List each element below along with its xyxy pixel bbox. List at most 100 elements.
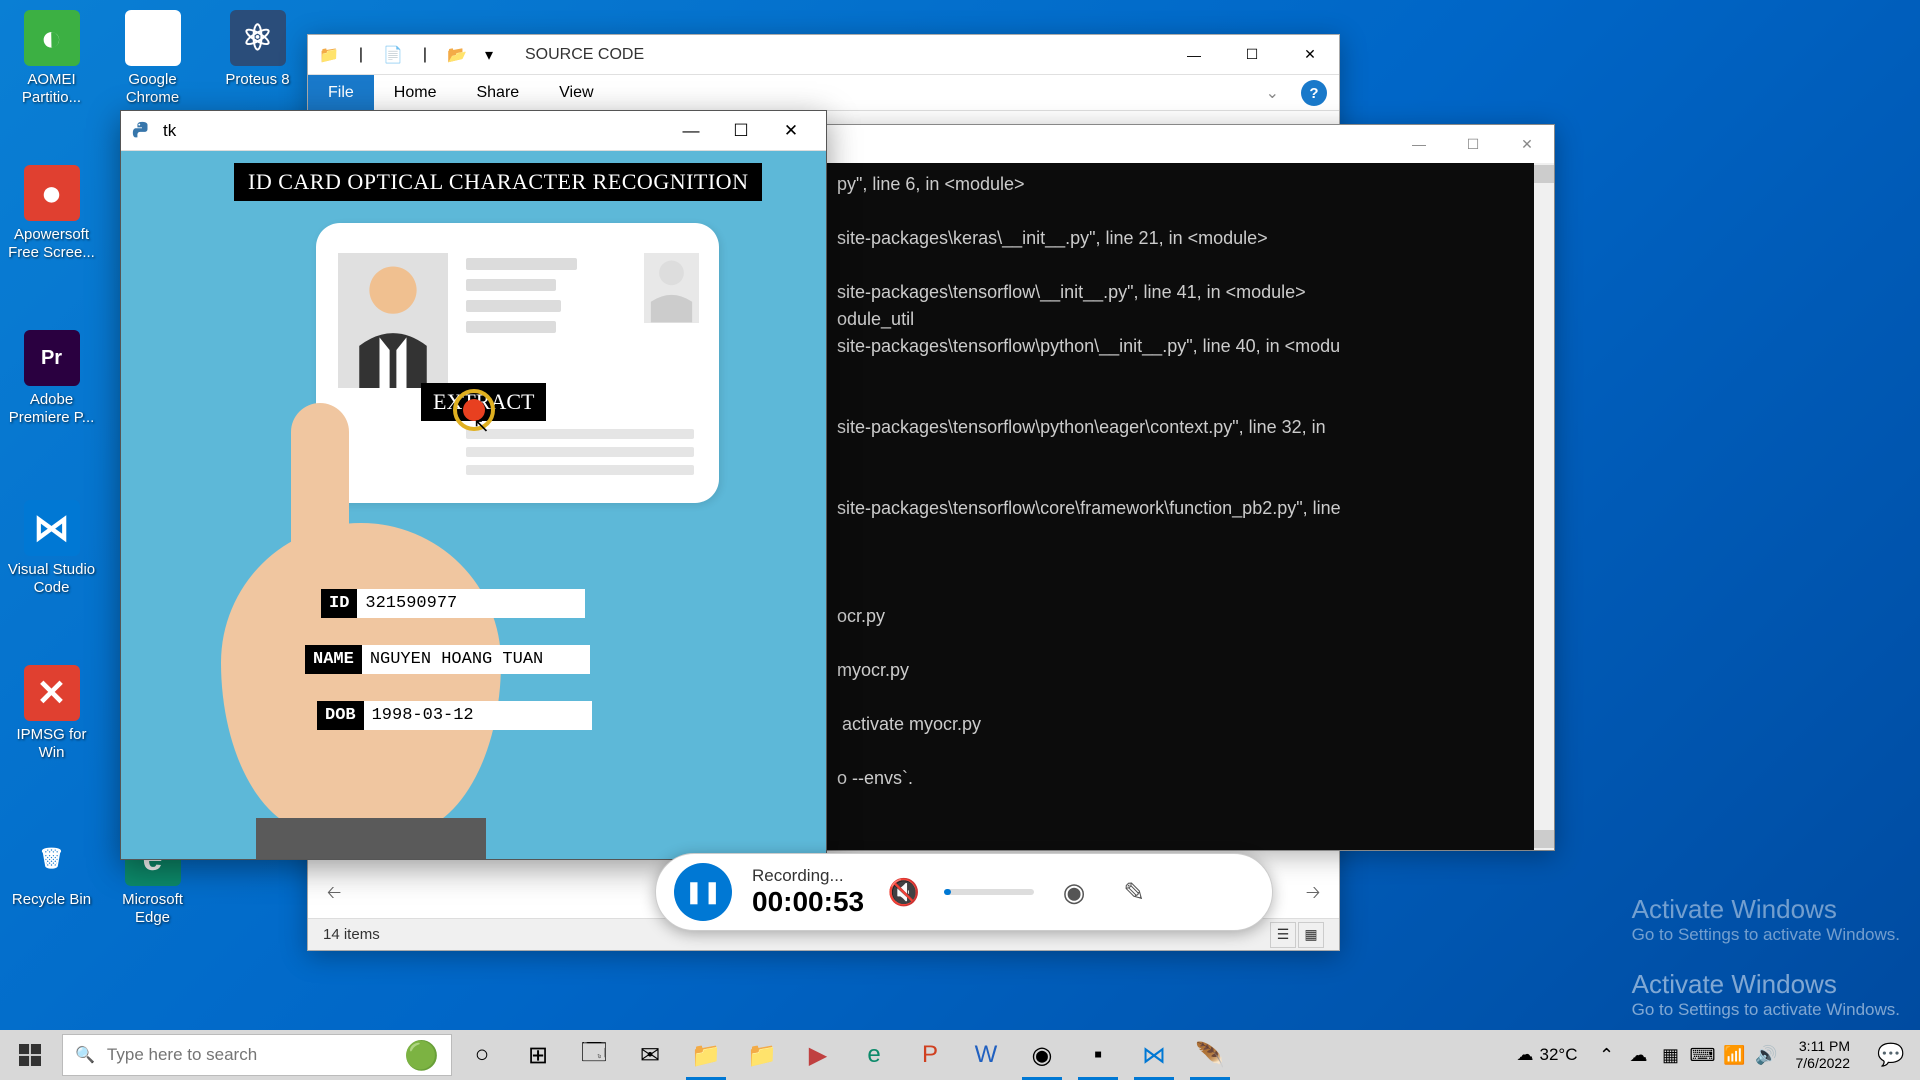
- terminal-titlebar[interactable]: — ☐ ✕: [827, 125, 1554, 163]
- id-input[interactable]: [357, 589, 585, 618]
- view-thumbnails-icon[interactable]: ▦: [1298, 922, 1324, 948]
- status-text: 14 items: [323, 926, 380, 943]
- dob-input[interactable]: [364, 701, 592, 730]
- qat-divider: |: [350, 44, 372, 66]
- name-input[interactable]: [362, 645, 590, 674]
- close-button[interactable]: ✕: [1281, 35, 1339, 75]
- desktop-icon[interactable]: ◐AOMEI Partitio...: [4, 10, 99, 107]
- maximize-button[interactable]: ☐: [1223, 35, 1281, 75]
- taskbar-app-python[interactable]: 🪶: [1182, 1030, 1238, 1080]
- minimize-button[interactable]: —: [666, 111, 716, 151]
- screen-recorder-bar[interactable]: ❚❚ Recording... 00:00:53 🔇 ◉ ✎: [655, 853, 1273, 931]
- desktop-icon[interactable]: ⋈Visual Studio Code: [4, 500, 99, 597]
- start-button[interactable]: [0, 1030, 60, 1080]
- nav-forward-icon[interactable]: 🡢: [1299, 881, 1327, 909]
- webcam-icon[interactable]: ◉: [1054, 872, 1094, 912]
- id-label: ID: [321, 589, 357, 618]
- explorer-titlebar[interactable]: 📁 | 📄 | 📂 ▾ SOURCE CODE — ☐ ✕: [308, 35, 1339, 75]
- ribbon-tab-view[interactable]: View: [539, 75, 613, 110]
- app-heading: ID CARD OPTICAL CHARACTER RECOGNITION: [234, 163, 762, 201]
- taskbar-app-explorer[interactable]: 🗔: [566, 1030, 622, 1080]
- annotate-icon[interactable]: ✎: [1114, 872, 1154, 912]
- weather-temp: 32°C: [1540, 1045, 1578, 1065]
- tk-content: ID CARD OPTICAL CHARACTER RECOGNITION: [121, 151, 826, 859]
- desktop-icon[interactable]: ⚛Proteus 8: [210, 10, 305, 89]
- view-details-icon[interactable]: ☰: [1270, 922, 1296, 948]
- taskbar-app-terminal[interactable]: ▪: [1070, 1030, 1126, 1080]
- desktop-icon[interactable]: PrAdobe Premiere P...: [4, 330, 99, 427]
- taskbar-app-word[interactable]: W: [958, 1030, 1014, 1080]
- recording-label: Recording...: [752, 866, 864, 886]
- folder-open-icon[interactable]: 📂: [446, 44, 468, 66]
- watermark-title: Activate Windows: [1632, 894, 1900, 925]
- weather-widget[interactable]: ☁ 32°C: [1507, 1045, 1588, 1065]
- weather-icon: ☁: [1517, 1045, 1534, 1065]
- scrollbar-up[interactable]: [1534, 165, 1554, 183]
- maximize-button[interactable]: ☐: [716, 111, 766, 151]
- minimize-button[interactable]: —: [1392, 125, 1446, 163]
- taskbar-app-chrome[interactable]: ◉: [1014, 1030, 1070, 1080]
- extract-button[interactable]: EXTRACT: [421, 383, 546, 421]
- ribbon-tab-share[interactable]: Share: [456, 75, 539, 110]
- search-box[interactable]: 🔍 🟢: [62, 1034, 452, 1076]
- scrollbar[interactable]: [1534, 163, 1554, 850]
- desktop-icon[interactable]: 🗑Recycle Bin: [4, 830, 99, 909]
- help-icon[interactable]: ?: [1301, 80, 1327, 106]
- close-button[interactable]: ✕: [1500, 125, 1554, 163]
- tray-chevron-icon[interactable]: ⌃: [1594, 1030, 1620, 1080]
- close-button[interactable]: ✕: [766, 111, 816, 151]
- search-widget-icon[interactable]: 🟢: [404, 1039, 439, 1072]
- name-label: NAME: [305, 645, 362, 674]
- task-view-icon[interactable]: ⊞: [510, 1030, 566, 1080]
- taskbar-app-media[interactable]: ▶: [790, 1030, 846, 1080]
- minimize-button[interactable]: —: [1165, 35, 1223, 75]
- taskbar-app-vscode[interactable]: ⋈: [1126, 1030, 1182, 1080]
- cortana-icon[interactable]: ○: [454, 1030, 510, 1080]
- properties-icon[interactable]: 📄: [382, 44, 404, 66]
- ribbon-collapse-icon[interactable]: ⌄: [1256, 75, 1289, 110]
- tray-wifi-icon[interactable]: 📶: [1722, 1030, 1748, 1080]
- watermark-title: Activate Windows: [1632, 969, 1900, 1000]
- illustration: [196, 223, 756, 859]
- terminal-window: — ☐ ✕ py", line 6, in <module> site-pack…: [826, 124, 1555, 851]
- ribbon-tab-file[interactable]: File: [308, 75, 374, 110]
- watermark-sub: Go to Settings to activate Windows.: [1632, 925, 1900, 945]
- volume-slider[interactable]: [944, 889, 1034, 895]
- tray-app-icon[interactable]: ▦: [1658, 1030, 1684, 1080]
- python-icon: [131, 120, 153, 142]
- taskbar-app-edge[interactable]: e: [846, 1030, 902, 1080]
- terminal-text: py", line 6, in <module> site-packages\k…: [837, 174, 1341, 850]
- qat-divider: |: [414, 44, 436, 66]
- small-photo-placeholder: [644, 253, 699, 323]
- tk-title: tk: [163, 121, 176, 141]
- nav-back-icon[interactable]: 🡠: [320, 881, 348, 909]
- notifications-icon[interactable]: 💬: [1866, 1030, 1916, 1080]
- tray-onedrive-icon[interactable]: ☁: [1626, 1030, 1652, 1080]
- field-name: NAME: [305, 645, 590, 674]
- taskbar-app-mail[interactable]: ✉: [622, 1030, 678, 1080]
- maximize-button[interactable]: ☐: [1446, 125, 1500, 163]
- ribbon-tab-home[interactable]: Home: [374, 75, 457, 110]
- tk-window: tk — ☐ ✕ ID CARD OPTICAL CHARACTER RECOG…: [120, 110, 827, 860]
- scrollbar-down[interactable]: [1534, 830, 1554, 848]
- taskbar-app-powerpoint[interactable]: P: [902, 1030, 958, 1080]
- taskbar: 🔍 🟢 ○ ⊞ 🗔 ✉ 📁 📁 ▶ e P W ◉ ▪ ⋈ 🪶 ☁ 32°C ⌃…: [0, 1030, 1920, 1080]
- field-dob: DOB: [317, 701, 592, 730]
- hand-graphic: [196, 423, 536, 859]
- tray-volume-icon[interactable]: 🔊: [1754, 1030, 1780, 1080]
- explorer-title: SOURCE CODE: [525, 46, 1165, 64]
- taskbar-app-files2[interactable]: 📁: [734, 1030, 790, 1080]
- taskbar-app-files[interactable]: 📁: [678, 1030, 734, 1080]
- dropdown-icon[interactable]: ▾: [478, 44, 500, 66]
- tk-titlebar[interactable]: tk — ☐ ✕: [121, 111, 826, 151]
- search-input[interactable]: [107, 1045, 392, 1065]
- desktop-icon[interactable]: ●Apowersoft Free Scree...: [4, 165, 99, 262]
- tray-input-icon[interactable]: ⌨: [1690, 1030, 1716, 1080]
- desktop-icon[interactable]: ✕IPMSG for Win: [4, 665, 99, 762]
- desktop-icon[interactable]: ◉Google Chrome: [105, 10, 200, 107]
- pause-button[interactable]: ❚❚: [674, 863, 732, 921]
- activate-watermark: Activate Windows Go to Settings to activ…: [1632, 894, 1900, 945]
- clock[interactable]: 3:11 PM 7/6/2022: [1786, 1038, 1861, 1072]
- terminal-output[interactable]: py", line 6, in <module> site-packages\k…: [827, 163, 1554, 850]
- mute-icon[interactable]: 🔇: [884, 872, 924, 912]
